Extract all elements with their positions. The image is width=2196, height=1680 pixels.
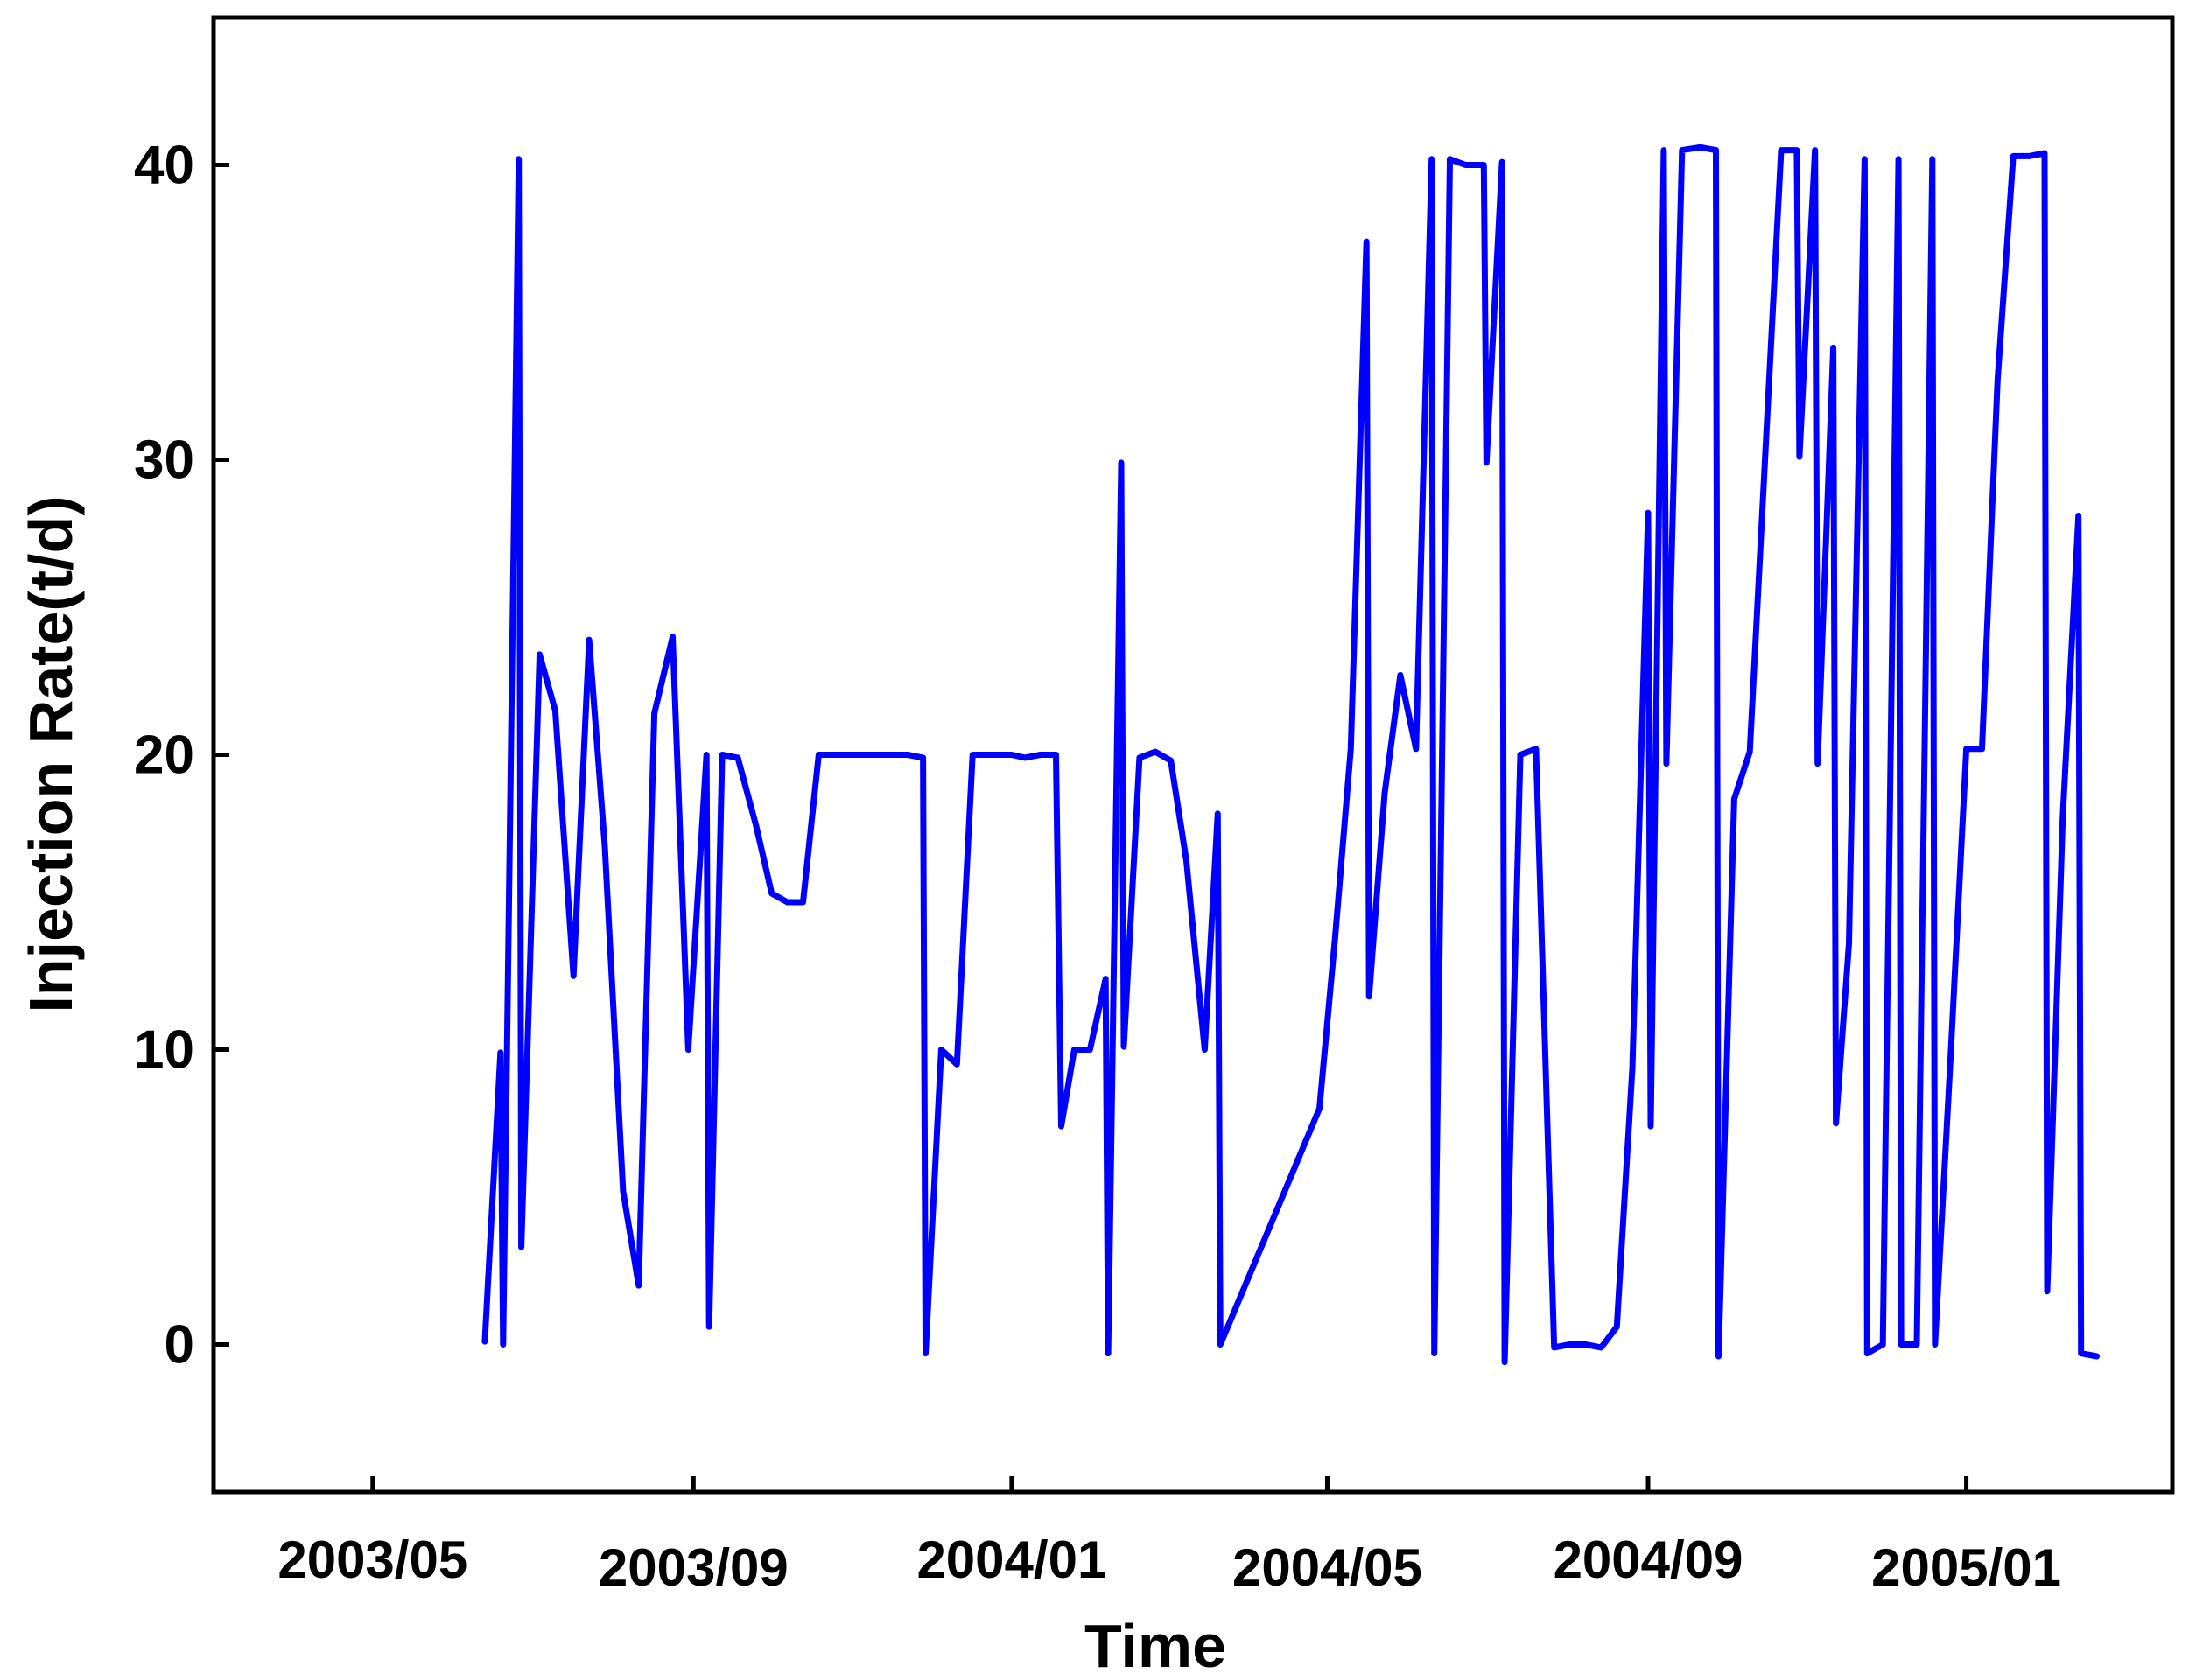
y-tick-label: 30 <box>134 430 194 491</box>
x-axis-ticks: 2003/05 2003/09 2004/01 2004/05 2004/09 2005/… <box>277 1476 2061 1597</box>
x-tick-label: 2004/05 <box>1232 1538 1422 1597</box>
x-tick-label: 2003/09 <box>599 1538 789 1597</box>
y-tick-label: 40 <box>134 136 194 196</box>
series-line <box>481 144 2101 1366</box>
x-axis-title: Time <box>1084 1612 1226 1680</box>
y-tick-label: 0 <box>165 1315 194 1376</box>
x-tick-label: 2003/05 <box>277 1530 467 1589</box>
y-tick-label: 20 <box>134 725 194 786</box>
y-axis-title: Injection Rate(t/d) <box>17 495 85 1012</box>
plot-frame <box>211 15 2175 1494</box>
series-layer <box>481 144 2101 1366</box>
x-tick-label: 2004/01 <box>916 1530 1106 1589</box>
x-tick-label: 2004/09 <box>1554 1530 1743 1589</box>
x-tick-label: 2005/01 <box>1871 1538 2061 1597</box>
y-tick-label: 10 <box>134 1020 194 1081</box>
y-axis-ticks: 0 10 20 30 40 <box>134 136 229 1376</box>
